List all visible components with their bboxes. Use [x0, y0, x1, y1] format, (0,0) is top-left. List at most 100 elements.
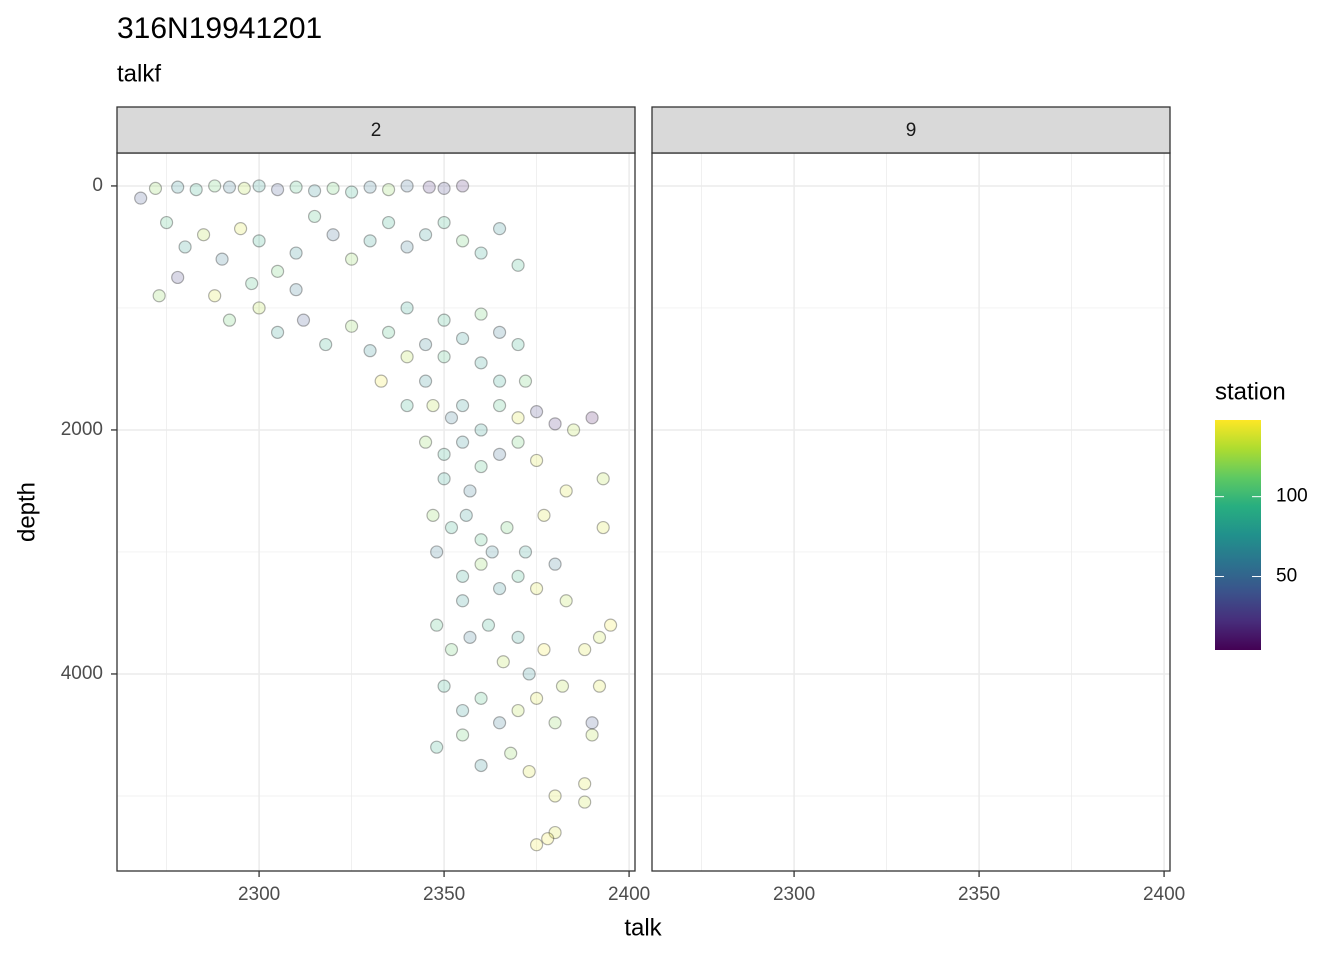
point: [418, 435, 433, 449]
point: [437, 181, 451, 195]
point: [400, 301, 414, 315]
point: [492, 222, 507, 236]
point: [319, 337, 333, 352]
point: [496, 655, 510, 669]
point: [296, 313, 311, 327]
point: [511, 258, 525, 272]
point: [252, 301, 266, 315]
point: [529, 838, 544, 852]
point: [444, 642, 459, 657]
panel: 9 2300 2350 2400: [651, 106, 1185, 905]
point: [208, 289, 222, 303]
y-axis-label: depth: [13, 482, 40, 542]
point: [178, 240, 192, 254]
point: [537, 642, 551, 657]
point: [474, 459, 488, 474]
point: [455, 331, 470, 346]
point: [374, 374, 388, 388]
point: [537, 508, 551, 522]
point: [270, 183, 285, 197]
point: [134, 191, 148, 205]
point: [596, 472, 610, 486]
point: [237, 181, 251, 195]
point: [459, 508, 473, 522]
legend-title: station: [1215, 378, 1286, 405]
point: [455, 398, 470, 413]
point: [492, 447, 507, 461]
point: [504, 746, 518, 760]
point: [400, 240, 414, 254]
colorbar-tick-label: 100: [1276, 486, 1308, 507]
point: [422, 180, 436, 194]
point: [437, 679, 451, 693]
point: [363, 234, 377, 248]
point: [603, 618, 618, 632]
point: [548, 789, 562, 803]
point: [474, 423, 488, 437]
point: [233, 222, 248, 236]
strip-label: 2: [371, 120, 382, 141]
point: [592, 630, 607, 644]
point: [426, 508, 440, 522]
point: [437, 447, 451, 461]
point: [529, 691, 544, 705]
point: [418, 337, 433, 352]
strip: [116, 106, 636, 154]
point: [463, 484, 477, 498]
point: [444, 520, 459, 535]
point: [548, 825, 562, 840]
point: [474, 691, 488, 705]
point: [518, 374, 533, 388]
point: [455, 179, 470, 193]
point: [474, 758, 488, 773]
panel-background: [117, 153, 635, 871]
point: [270, 325, 285, 339]
point: [474, 356, 488, 370]
point: [585, 411, 599, 425]
point: [455, 435, 470, 449]
point: [596, 520, 610, 535]
point: [222, 313, 237, 327]
point: [222, 180, 237, 194]
x-tick-label: 2300: [238, 884, 280, 905]
point: [455, 569, 470, 583]
point: [252, 234, 266, 248]
point: [344, 252, 359, 266]
point: [430, 618, 444, 632]
point: [196, 228, 211, 242]
point: [485, 545, 499, 559]
point: [566, 423, 581, 437]
point: [511, 411, 525, 425]
point: [548, 557, 562, 571]
point: [511, 435, 525, 449]
x-tick-label: 2300: [773, 884, 815, 905]
point: [500, 520, 514, 535]
point: [492, 374, 507, 388]
point: [344, 185, 359, 199]
colorbar: [1215, 420, 1261, 650]
point: [171, 180, 185, 194]
point: [437, 472, 451, 486]
point: [529, 453, 544, 468]
point: [307, 184, 322, 198]
point: [578, 795, 592, 809]
point: [270, 264, 285, 278]
point: [418, 374, 433, 388]
point: [363, 344, 377, 358]
point: [430, 740, 444, 754]
colorbar-tick-label: 50: [1276, 566, 1297, 587]
point: [548, 417, 562, 431]
point: [474, 246, 488, 260]
point: [400, 179, 414, 193]
point: [444, 411, 459, 425]
point: [400, 350, 414, 364]
strip-label: 9: [906, 120, 917, 141]
point: [148, 181, 163, 195]
point: [559, 484, 573, 498]
point: [171, 270, 185, 285]
point: [152, 289, 166, 303]
point: [578, 642, 592, 657]
point: [418, 228, 433, 242]
point: [511, 630, 525, 644]
